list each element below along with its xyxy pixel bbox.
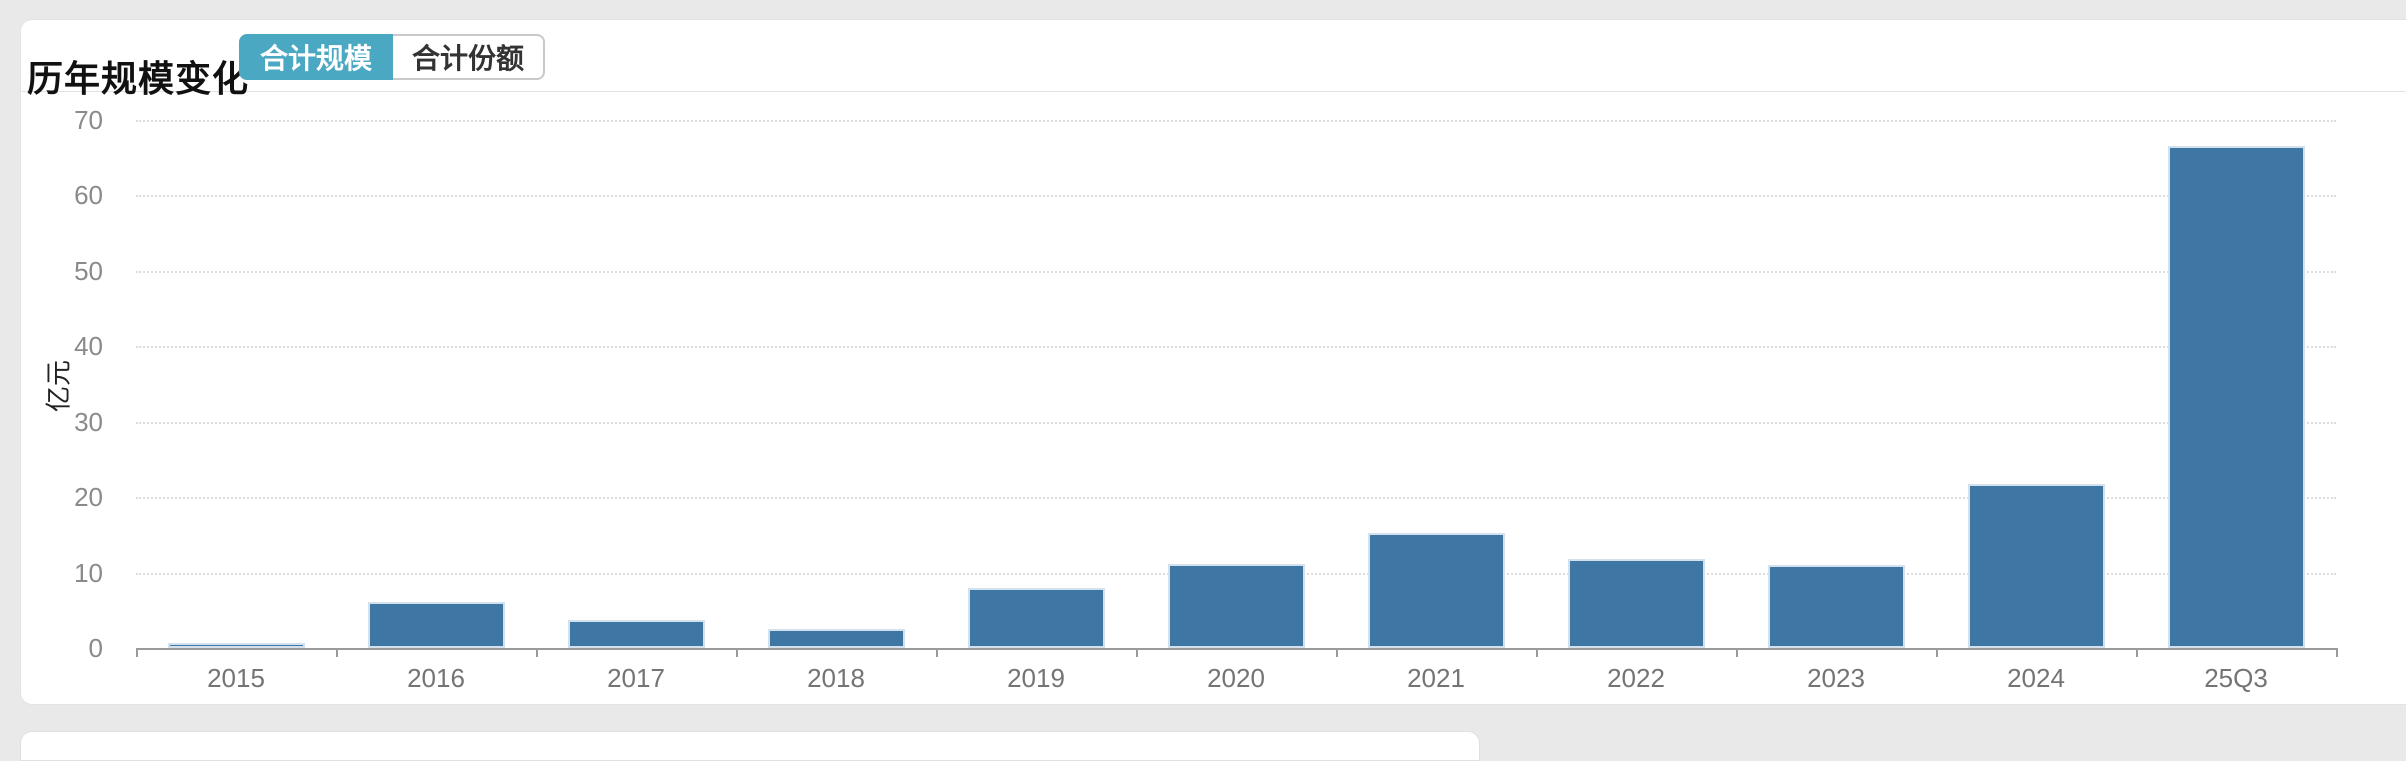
x-axis-tick-mark	[1336, 648, 1338, 657]
bar-2020[interactable]	[1167, 563, 1305, 648]
tab-total-scale[interactable]: 合计规模	[239, 34, 394, 80]
x-axis-label-2023: 2023	[1807, 663, 1865, 693]
y-gridline-30	[136, 421, 2336, 424]
next-card-top-edge	[20, 731, 1480, 761]
x-axis-tick-mark	[536, 648, 538, 657]
x-axis-tick-mark	[1136, 648, 1138, 657]
y-gridline-40	[136, 346, 2336, 349]
bar-2019[interactable]	[967, 588, 1105, 648]
x-axis-label-2016: 2016	[407, 663, 465, 693]
y-axis-tick-label: 70	[74, 104, 103, 135]
x-axis-tick-mark	[336, 648, 338, 657]
x-axis-tick-mark	[736, 648, 738, 657]
x-axis-label-2019: 2019	[1007, 663, 1065, 693]
bar-chart: 亿元 0 10 20 30 40 50 60 70 2015 2016 2017 2018 2019 202…	[21, 91, 2406, 705]
page-title: 历年规模变化	[27, 58, 250, 99]
y-axis-tick-label: 50	[74, 255, 103, 286]
x-axis-tick-mark	[2336, 648, 2338, 657]
x-axis-label-2017: 2017	[607, 663, 665, 693]
y-axis-tick-label: 60	[74, 180, 103, 211]
bar-2024[interactable]	[1967, 483, 2105, 648]
bar-25Q3[interactable]	[2167, 146, 2305, 648]
x-axis-tick-mark	[1536, 648, 1538, 657]
tab-total-share[interactable]: 合计份额	[393, 34, 546, 80]
x-axis-label-2015: 2015	[207, 663, 265, 693]
bar-2018[interactable]	[767, 629, 905, 648]
y-gridline-50	[136, 270, 2336, 273]
x-axis-label-2020: 2020	[1207, 663, 1265, 693]
bar-2015[interactable]	[167, 642, 305, 648]
x-axis-tick-mark	[1736, 648, 1738, 657]
y-axis-tick-label: 10	[74, 557, 103, 588]
bar-2017[interactable]	[567, 620, 705, 648]
x-axis-label-25Q3: 25Q3	[2204, 663, 2268, 693]
bar-2021[interactable]	[1367, 533, 1505, 648]
y-axis-tick-label: 40	[74, 331, 103, 362]
x-axis-label-2018: 2018	[807, 663, 865, 693]
y-gridline-20	[136, 497, 2336, 500]
y-axis-tick-label: 0	[88, 633, 103, 663]
chart-card: 历年规模变化 合计规模 合计份额 亿元 0 10 20 30 40 50 60 70 2015 201…	[20, 19, 2406, 705]
x-axis-tick-mark	[136, 648, 138, 657]
y-axis-tick-label: 30	[74, 406, 103, 437]
tab-group: 合计规模 合计份额	[239, 34, 546, 80]
y-gridline-60	[136, 195, 2336, 198]
x-axis-label-2024: 2024	[2007, 663, 2065, 693]
y-gridline-70	[136, 119, 2336, 122]
x-axis-line	[136, 648, 2336, 650]
bar-2022[interactable]	[1567, 558, 1705, 648]
y-axis-title: 亿元	[43, 359, 74, 413]
x-axis-label-2022: 2022	[1607, 663, 1665, 693]
x-axis-tick-mark	[936, 648, 938, 657]
page: 历年规模变化 合计规模 合计份额 亿元 0 10 20 30 40 50 60 70 2015 201…	[20, 19, 2406, 761]
x-axis-label-2021: 2021	[1407, 663, 1465, 693]
bar-2016[interactable]	[367, 601, 505, 648]
y-axis-tick-label: 20	[74, 482, 103, 513]
x-axis-tick-mark	[1936, 648, 1938, 657]
x-axis-tick-mark	[2136, 648, 2138, 657]
bar-2023[interactable]	[1767, 565, 1905, 648]
card-header: 历年规模变化 合计规模 合计份额	[21, 20, 2406, 99]
